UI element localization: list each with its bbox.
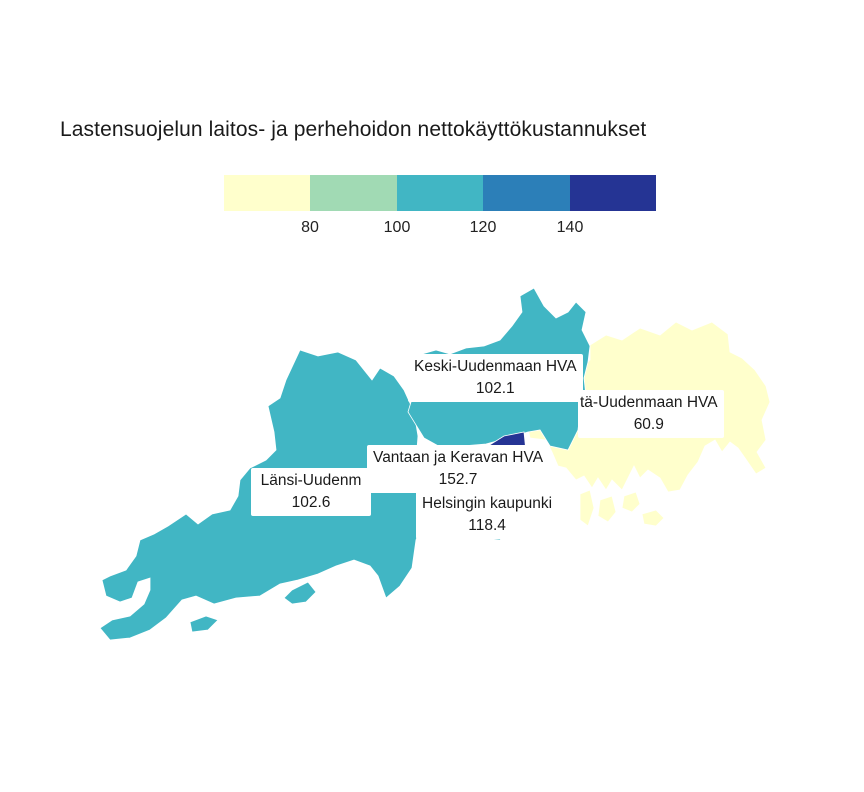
legend-tick-120: 120 <box>469 219 497 236</box>
label-helsinki: Helsingin kaupunki 118.4 <box>416 491 559 539</box>
label-ita-name: tä-Uudenmaan HVA <box>580 394 718 411</box>
label-helsinki-name: Helsingin kaupunki <box>422 495 553 512</box>
legend-swatch-4 <box>483 175 570 211</box>
legend-tick-100: 100 <box>383 219 411 236</box>
label-keski-value: 102.1 <box>475 380 515 397</box>
label-vantaa-value: 152.7 <box>438 471 478 488</box>
map-title: Lastensuojelun laitos- ja perhehoidon ne… <box>60 118 647 141</box>
label-vantaa-kerava: Vantaan ja Keravan HVA 152.7 <box>367 445 550 493</box>
label-ita-value: 60.9 <box>633 416 664 433</box>
legend-ticks: 80 100 120 140 <box>224 219 656 239</box>
label-keski-name: Keski-Uudenmaan HVA <box>414 358 577 375</box>
label-helsinki-value: 118.4 <box>468 517 506 534</box>
legend-tick-140: 140 <box>556 219 584 236</box>
label-lansi-uusimaa: Länsi-Uudenm 102.6 <box>251 468 371 516</box>
color-legend <box>224 175 657 211</box>
legend-swatch-1 <box>224 175 311 211</box>
label-lansi-name: Länsi-Uudenm <box>260 472 362 489</box>
legend-swatch-3 <box>396 175 484 211</box>
legend-swatch-2 <box>310 175 397 211</box>
legend-tick-80: 80 <box>301 219 319 236</box>
legend-swatch-5 <box>569 175 657 211</box>
label-lansi-value: 102.6 <box>291 494 331 511</box>
label-vantaa-name: Vantaan ja Keravan HVA <box>373 449 544 466</box>
label-keski-uusimaa: Keski-Uudenmaan HVA 102.1 <box>408 354 583 402</box>
label-ita-uusimaa: tä-Uudenmaan HVA 60.9 <box>578 390 724 438</box>
